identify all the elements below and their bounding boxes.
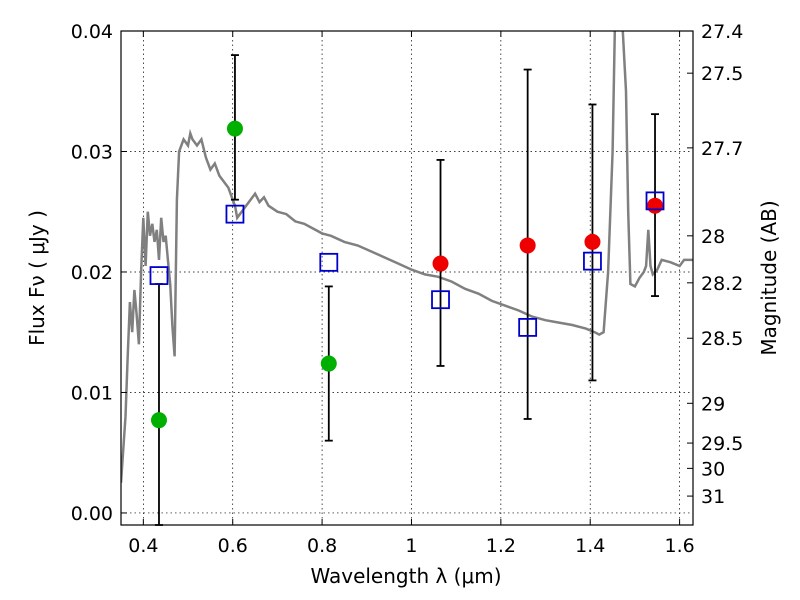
y-tick-label: 0.04 — [71, 21, 113, 43]
data-point-square — [431, 290, 450, 310]
x-axis: 0.4 0.6 0.8 1 1.2 1.4 1.6 — [128, 31, 695, 557]
x-tick-label: 0.6 — [218, 535, 248, 557]
x-tick-label: 1.2 — [486, 535, 516, 557]
plot-frame — [120, 30, 694, 526]
data-point — [226, 120, 243, 137]
data-point — [519, 237, 536, 254]
data-point — [150, 412, 167, 429]
data-point-square — [319, 252, 339, 272]
y-axis-right: 27.4 27.5 27.7 28 28.2 28.5 29 29.5 30 31 — [687, 21, 743, 508]
y-tick-label: 0.01 — [71, 382, 113, 404]
plot-background — [121, 31, 693, 525]
data-point-square — [518, 317, 538, 337]
data-point — [584, 233, 601, 250]
x-tick-label: 0.4 — [128, 535, 158, 557]
y2-tick-label: 29 — [701, 393, 725, 415]
x-tick-label: 1.4 — [575, 535, 605, 557]
y2-tick-label: 28 — [701, 226, 725, 248]
spectrum-curve — [121, 31, 693, 483]
y-tick-label: 0.02 — [71, 262, 113, 284]
y-tick-label: 0.03 — [71, 141, 113, 163]
y2-tick-label: 28.2 — [701, 273, 743, 295]
x-axis-label: Wavelength λ (μm) — [310, 564, 501, 588]
data-point — [647, 197, 664, 214]
y2-axis-label: Magnitude (AB) — [757, 200, 781, 355]
data-point — [432, 255, 449, 272]
data-markers — [149, 120, 665, 429]
data-point-square — [583, 251, 602, 271]
data-point-square — [149, 266, 169, 285]
y2-tick-label: 27.7 — [701, 138, 743, 160]
y-tick-label: 0.00 — [71, 503, 113, 525]
data-point — [320, 355, 337, 372]
grid — [121, 30, 693, 525]
data-point-square — [645, 191, 665, 211]
y2-tick-label: 31 — [701, 486, 725, 508]
y2-tick-label: 28.5 — [701, 328, 743, 350]
y2-tick-label: 29.5 — [701, 433, 743, 455]
y-axis-left: 0.00 0.01 0.02 0.03 0.04 — [71, 21, 127, 525]
x-tick-label: 0.8 — [307, 535, 337, 557]
data-point-square — [225, 204, 245, 224]
y2-tick-label: 27.4 — [701, 21, 743, 43]
x-tick-label: 1.6 — [664, 535, 694, 557]
y2-tick-label: 27.5 — [701, 63, 743, 85]
x-tick-label: 1 — [405, 535, 417, 557]
y2-tick-label: 30 — [701, 458, 725, 480]
y-axis-label: Flux Fν ( μJy ) — [25, 210, 49, 346]
spectrum-line — [121, 31, 693, 483]
